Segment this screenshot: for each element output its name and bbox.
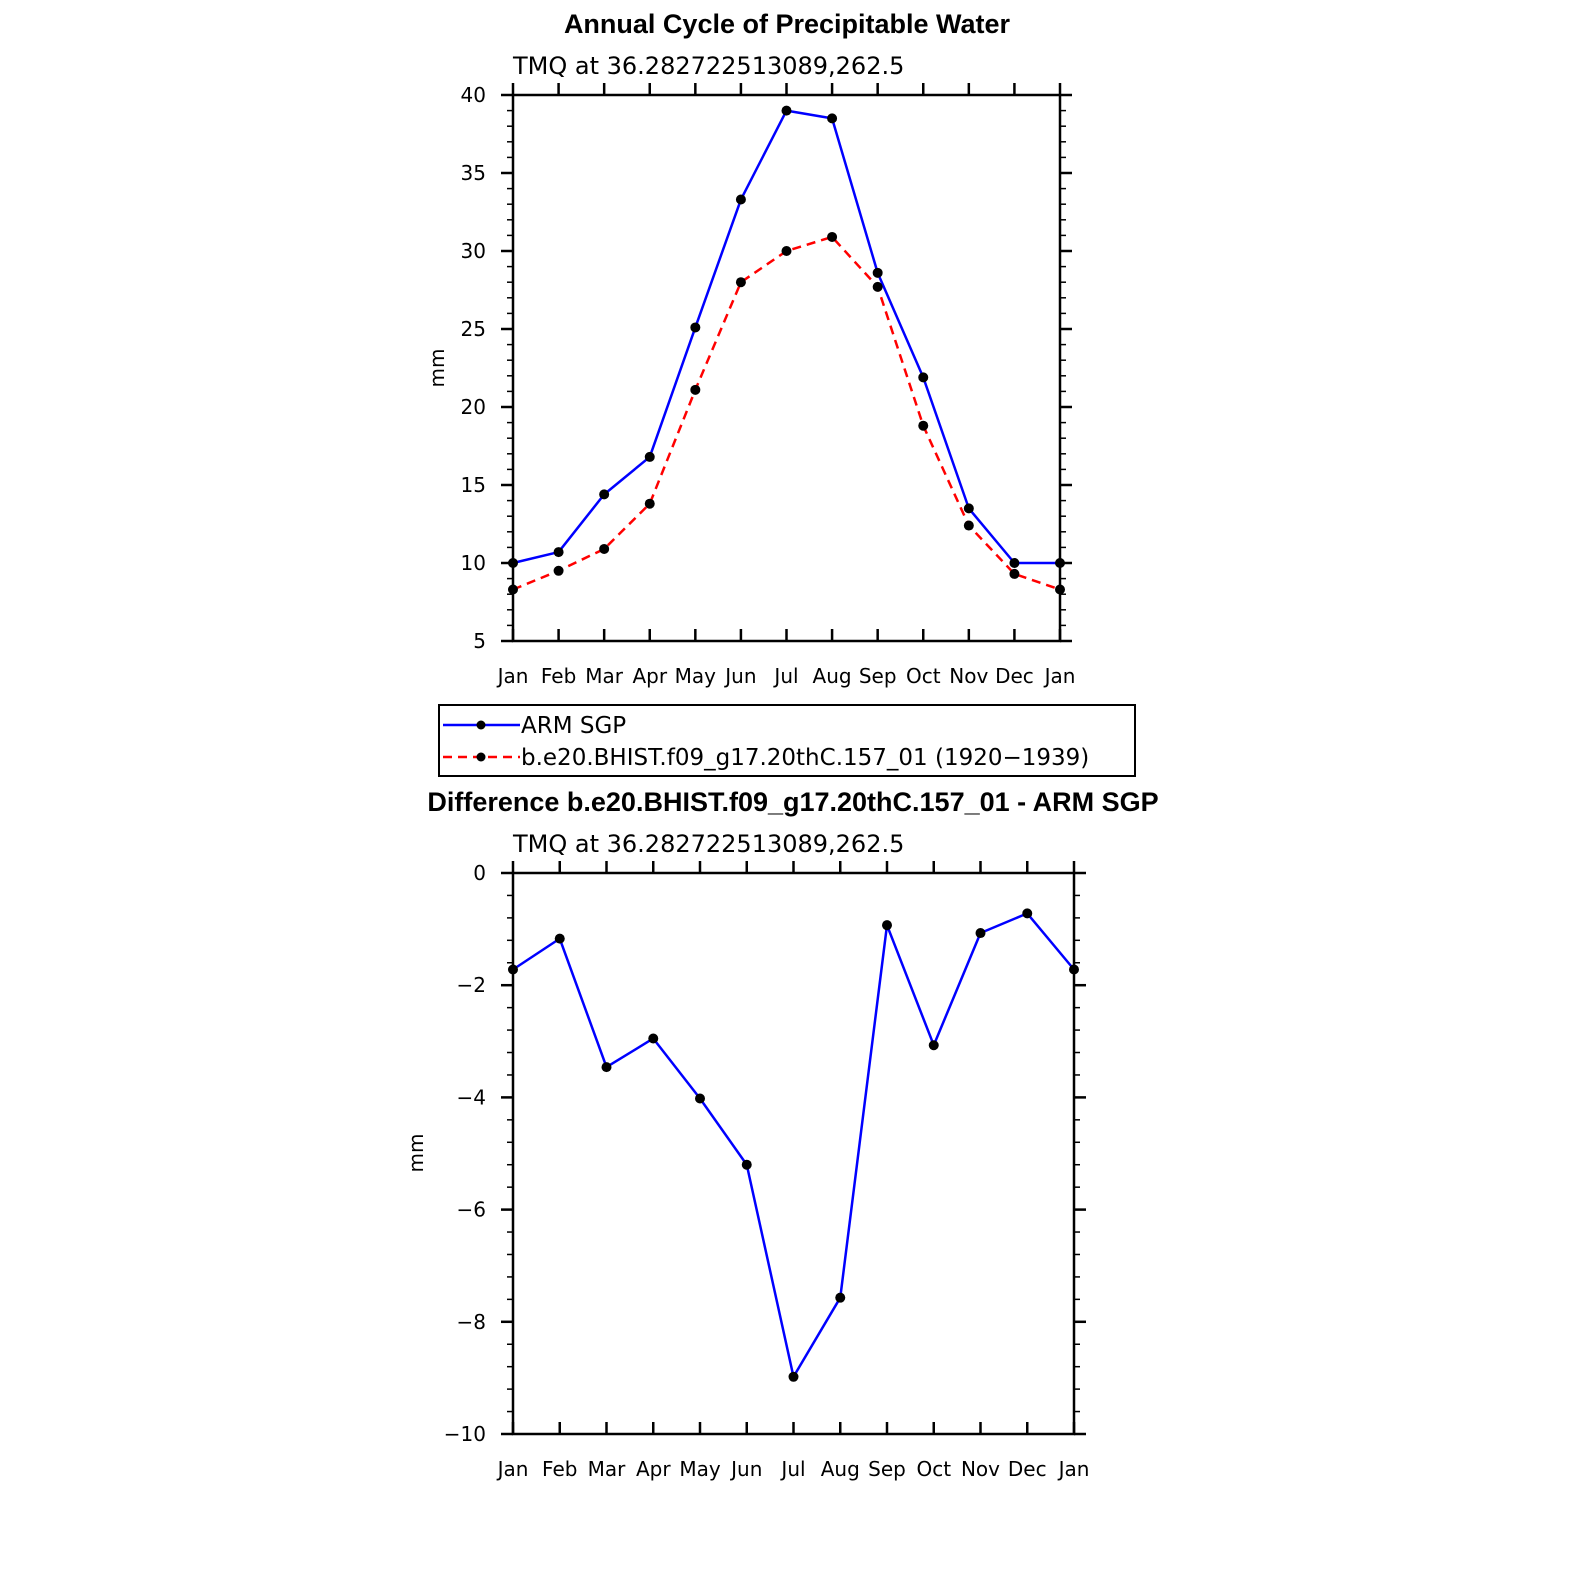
chart2-ytick-label: −6 <box>457 1198 486 1222</box>
chart2-point <box>1022 908 1033 919</box>
chart1-ytick-label: 25 <box>461 317 486 341</box>
chart1-point <box>781 246 792 256</box>
chart2-ytick-label: −10 <box>444 1422 486 1446</box>
chart2-point <box>975 928 986 939</box>
chart1-ytick-label: 10 <box>461 551 486 575</box>
chart1-series-line-1 <box>512 235 1061 591</box>
chart1-point <box>918 372 929 383</box>
chart2-point <box>554 933 565 944</box>
chart1-point <box>690 322 701 333</box>
chart1-point <box>781 105 792 116</box>
chart2-point <box>835 1292 846 1303</box>
chart2-xtick-label: May <box>679 1457 721 1481</box>
chart1-ytick-label: 40 <box>461 83 486 107</box>
chart1-point <box>963 503 974 514</box>
legend-marker-arm-sgp <box>476 720 486 730</box>
chart2-xtick-label: Jul <box>779 1457 805 1481</box>
chart1-ytick-label: 35 <box>461 161 486 185</box>
chart1-point <box>644 498 655 509</box>
chart1-xtick-label: Jan <box>496 664 529 688</box>
chart1-xtick-label: Jan <box>1043 664 1076 688</box>
chart1-point <box>508 584 518 595</box>
chart1-subtitle: TMQ at 36.282722513089,262.5 <box>512 52 904 80</box>
chart2-xtick-label: Jan <box>1057 1457 1090 1481</box>
chart2-plot-frame <box>511 871 1076 1436</box>
chart2-point <box>928 1040 939 1051</box>
chart1-xtick-label: Jul <box>772 664 798 688</box>
chart2-point <box>648 1033 659 1044</box>
chart2-title: Difference b.e20.BHIST.f09_g17.20thC.157… <box>427 787 1158 817</box>
chart1-xtick-label: Aug <box>813 664 852 688</box>
chart1-xtick-label: Jun <box>723 664 756 688</box>
chart1-point <box>827 113 838 124</box>
chart2-point <box>788 1371 799 1382</box>
chart1-plot-frame <box>511 93 1062 643</box>
precipitable-water-chart: Annual Cycle of Precipitable Water TMQ a… <box>425 9 1075 688</box>
chart1-point <box>1055 558 1065 568</box>
chart2-series-line-0 <box>512 912 1075 1379</box>
chart1-xtick-label: Nov <box>949 664 988 688</box>
legend-label-model: b.e20.BHIST.f09_g17.20thC.157_01 (1920−1… <box>521 745 1089 771</box>
chart2-subtitle: TMQ at 36.282722513089,262.5 <box>512 830 904 858</box>
chart2-xtick-label: Dec <box>1008 1457 1047 1481</box>
chart1-xtick-label: Dec <box>995 664 1034 688</box>
legend-label-arm-sgp: ARM SGP <box>521 713 626 739</box>
chart1-point <box>599 489 610 500</box>
chart2-ytick-label: 0 <box>473 861 486 885</box>
legend-box <box>438 704 1136 777</box>
chart2-xtick-label: Jun <box>729 1457 762 1481</box>
chart1-xtick-label: Mar <box>585 664 624 688</box>
chart2-ytick-label: −4 <box>457 1085 486 1109</box>
chart2-xtick-label: Nov <box>961 1457 1000 1481</box>
chart1-point <box>872 281 883 292</box>
chart1-xtick-label: May <box>675 664 717 688</box>
chart2-ylabel: mm <box>404 1134 428 1173</box>
chart2-xtick-label: Apr <box>636 1457 671 1481</box>
chart2-xtick-label: Oct <box>916 1457 951 1481</box>
chart2-point <box>1069 964 1079 975</box>
chart1-xtick-label: Apr <box>632 664 667 688</box>
chart2-point <box>741 1159 752 1170</box>
chart1-point <box>553 565 564 576</box>
chart1-point <box>735 277 746 288</box>
difference-chart: Difference b.e20.BHIST.f09_g17.20thC.157… <box>404 787 1159 1481</box>
chart1-point <box>1009 568 1020 579</box>
chart1-xtick-label: Sep <box>859 664 897 688</box>
chart1-ylabel: mm <box>425 349 449 388</box>
chart1-point <box>690 384 701 395</box>
chart1-point <box>1009 558 1020 568</box>
chart1-point <box>827 231 838 242</box>
legend-marker-model <box>476 752 486 762</box>
chart1-point <box>872 267 883 278</box>
chart2-ytick-label: −8 <box>457 1310 486 1334</box>
chart2-xtick-label: Jan <box>496 1457 529 1481</box>
chart1-point <box>918 420 929 431</box>
chart1-point <box>1055 584 1065 595</box>
chart1-point <box>735 194 746 205</box>
chart1-ytick-label: 15 <box>461 473 486 497</box>
chart1-point <box>599 543 610 554</box>
chart1-legend: ARM SGP b.e20.BHIST.f09_g17.20thC.157_01… <box>438 704 1136 777</box>
chart1-title: Annual Cycle of Precipitable Water <box>564 9 1011 39</box>
chart1-point <box>508 558 518 568</box>
chart1-point <box>644 451 655 462</box>
chart2-xtick-label: Aug <box>821 1457 860 1481</box>
chart1-ytick-label: 20 <box>461 395 486 419</box>
chart1-ytick-label: 5 <box>473 629 486 653</box>
chart1-series-line-0 <box>512 109 1060 565</box>
chart2-point <box>601 1062 612 1073</box>
chart2-xtick-label: Feb <box>542 1457 577 1481</box>
chart1-point <box>963 520 974 531</box>
chart2-point <box>882 920 892 931</box>
chart2-ytick-label: −2 <box>457 973 486 997</box>
chart2-xtick-label: Mar <box>588 1457 627 1481</box>
chart1-point <box>553 547 564 558</box>
chart1-ytick-label: 30 <box>461 239 486 263</box>
chart1-xtick-label: Oct <box>906 664 941 688</box>
chart2-point <box>508 964 518 975</box>
chart1-xtick-label: Feb <box>541 664 576 688</box>
chart2-point <box>695 1093 705 1104</box>
chart2-xtick-label: Sep <box>868 1457 906 1481</box>
